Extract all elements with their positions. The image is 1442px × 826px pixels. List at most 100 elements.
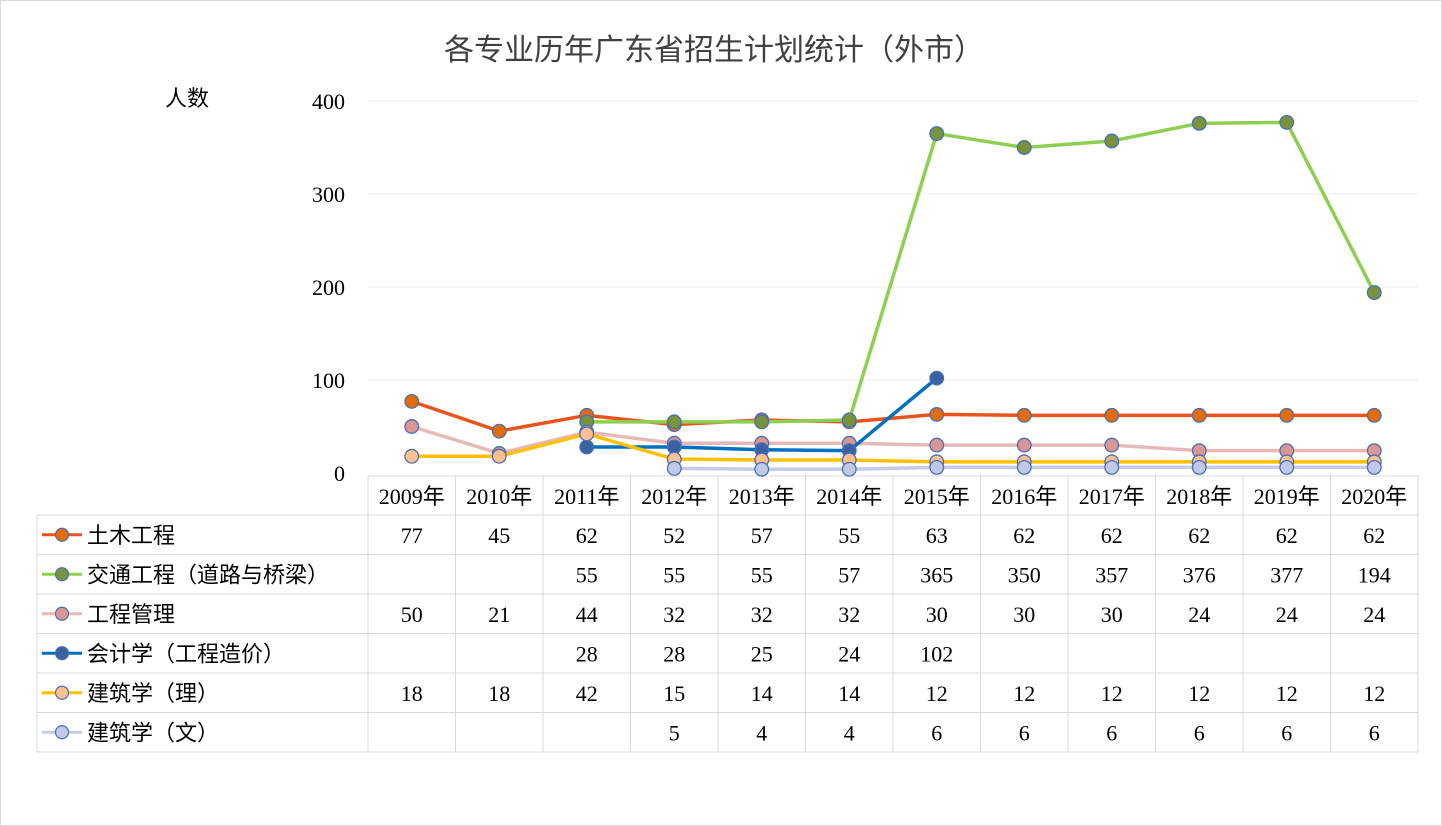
data-table-cell: 18 [401,681,423,706]
data-table-cell: 376 [1183,562,1216,587]
data-point [929,406,945,422]
data-point [754,461,770,477]
data-table-cell: 6 [1281,720,1292,745]
data-point [1191,115,1207,131]
data-point [1104,459,1120,475]
data-table-cell: 52 [663,523,685,548]
data-table-cell: 55 [576,562,598,587]
data-table-cell: 62 [1363,523,1385,548]
data-table-cell: 44 [576,602,598,627]
x-tick-label: 2016年 [991,484,1057,509]
legend-marker [54,646,70,661]
data-table-cell: 30 [1101,602,1123,627]
x-tick-label: 2011年 [554,484,619,509]
data-table-cell: 55 [663,562,685,587]
data-table-cell: 24 [838,641,860,666]
data-point [754,414,770,430]
x-tick-label: 2018年 [1166,484,1232,509]
data-table-cell: 55 [838,523,860,548]
data-point [1016,407,1032,423]
data-point [1016,140,1032,155]
data-table-cell: 30 [1013,602,1035,627]
data-point [1104,133,1120,149]
data-point [1366,459,1382,475]
y-tick-label: 200 [312,275,345,300]
data-point [404,448,420,464]
data-point [404,419,420,434]
data-table-cell: 357 [1095,562,1128,587]
data-table-cell: 4 [844,720,855,745]
data-table-cell: 30 [926,602,948,627]
data-point [929,126,945,142]
legend-marker [54,725,70,740]
x-tick-label: 2014年 [816,484,882,509]
x-tick-label: 2015年 [904,484,970,509]
legend-marker [54,606,70,621]
legend-label: 会计学（工程造价） [87,641,285,666]
data-table-cell: 6 [1019,720,1030,745]
series-line [411,424,1375,456]
x-tick-label: 2009年 [379,484,445,509]
data-point [1104,407,1120,423]
x-tick-label: 2019年 [1254,484,1320,509]
data-point [1104,437,1120,453]
data-table-cell: 12 [926,681,948,706]
y-axis-label: 人数 [165,87,209,112]
x-tick-label: 2017年 [1079,484,1145,509]
data-point [1191,459,1207,475]
data-point [1016,437,1032,453]
data-point [1016,459,1032,475]
legend-marker [54,685,70,700]
data-table-cell: 42 [576,681,598,706]
data-table-cell: 6 [1194,720,1205,745]
data-table-cell: 63 [926,523,948,548]
series-line [411,399,1375,433]
data-table-cell: 12 [1013,681,1035,706]
data-table-cell: 194 [1358,562,1391,587]
data-table-cell: 24 [1276,602,1298,627]
data-table-cell: 32 [663,602,685,627]
data-point [841,412,857,428]
data-point [579,439,595,455]
data-point [491,423,507,439]
legend-label: 建筑学（理） [87,681,219,706]
data-table-cell: 365 [920,562,953,587]
data-table-cell: 55 [751,562,773,587]
data-table-cell: 28 [576,641,598,666]
y-tick-label: 300 [312,182,345,207]
legend-label: 土木工程 [87,523,175,548]
series-line [586,120,1376,424]
x-tick-label: 2020年 [1341,484,1407,509]
data-table-cell: 6 [931,720,942,745]
data-table-cell: 62 [1188,523,1210,548]
data-table-cell: 50 [401,602,423,627]
data-point [929,459,945,475]
data-point [929,370,945,386]
series-line [411,432,1375,464]
data-table-cell: 14 [751,681,773,706]
data-point [1366,407,1382,423]
data-table-cell: 6 [1106,720,1117,745]
data-table-cell: 6 [1369,720,1380,745]
data-table-cell: 12 [1101,681,1123,706]
data-table-cell: 77 [401,523,423,548]
data-table-cell: 5 [669,720,680,745]
data-point [579,426,595,442]
x-tick-label: 2012年 [641,484,707,509]
chart-title: 各专业历年广东省招生计划统计（外市） [444,33,984,68]
x-tick-label: 2013年 [729,484,795,509]
data-table-cell: 18 [488,681,510,706]
y-tick-label: 100 [312,368,345,393]
data-table-cell: 62 [1276,523,1298,548]
data-table-cell: 45 [488,523,510,548]
data-point [1279,459,1295,475]
data-table-cell: 4 [756,720,767,745]
data-table-cell: 57 [838,562,860,587]
data-table-cell: 32 [751,602,773,627]
y-tick-label: 400 [312,89,345,114]
data-table-cell: 14 [838,681,860,706]
data-table-cell: 62 [1013,523,1035,548]
data-table-cell: 12 [1276,681,1298,706]
data-point [1279,407,1295,423]
